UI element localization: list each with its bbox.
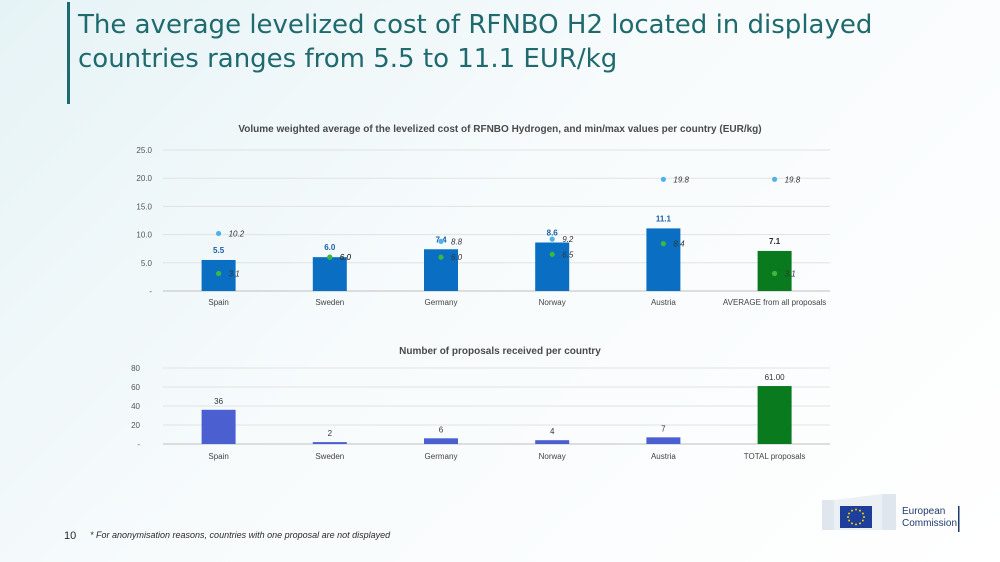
european-commission-logo bbox=[822, 494, 960, 532]
average-value-label: 11.1 bbox=[656, 214, 672, 223]
proposals-chart-title: Number of proposals received per country bbox=[399, 346, 601, 357]
min-value-label: 6.0 bbox=[340, 253, 352, 262]
bar-proposals bbox=[757, 386, 792, 444]
y-tick-label: 20.0 bbox=[136, 174, 152, 183]
proposals-value-label: 61.00 bbox=[765, 373, 786, 382]
page-number: 10 bbox=[64, 530, 77, 542]
bar-proposals bbox=[424, 438, 458, 444]
x-category-label: Sweden bbox=[315, 452, 344, 461]
y-tick-label: 20 bbox=[131, 421, 140, 430]
min-value-label: 3.1 bbox=[229, 270, 240, 279]
max-value-label: 19.8 bbox=[785, 175, 801, 184]
x-category-label: Austria bbox=[651, 298, 676, 307]
min-value-label: 8.4 bbox=[673, 240, 685, 249]
x-category-label: Spain bbox=[208, 298, 228, 307]
average-value-label: 7.1 bbox=[769, 237, 781, 246]
max-point bbox=[438, 238, 444, 244]
bar-proposals bbox=[535, 440, 570, 444]
min-point bbox=[660, 241, 667, 247]
proposals-chart: - 20 40 60 80 36 Spain 2 Sweden 6 Germany 4 Norway 7 A… bbox=[131, 364, 831, 461]
logo-text: European Commission bbox=[902, 506, 957, 530]
average-value-label: 8.6 bbox=[547, 228, 559, 237]
x-category-label: Norway bbox=[539, 452, 566, 461]
x-category-label: Germany bbox=[425, 452, 458, 461]
max-value-label: 9.2 bbox=[562, 235, 574, 244]
cost-chart-title: Volume weighted average of the levelized… bbox=[238, 124, 762, 135]
y-tick-label: - bbox=[137, 440, 140, 449]
footnote: * For anonymisation reasons, countries w… bbox=[90, 530, 391, 540]
y-tick-label: 5.0 bbox=[141, 259, 153, 268]
max-point bbox=[549, 236, 555, 242]
x-category-label: AVERAGE from all proposals bbox=[723, 298, 826, 307]
x-category-label: Germany bbox=[425, 298, 458, 307]
x-category-label: TOTAL proposals bbox=[744, 452, 806, 461]
proposals-value-label: 7 bbox=[661, 424, 666, 433]
min-value-label: 3.1 bbox=[785, 270, 796, 279]
y-tick-label: - bbox=[149, 287, 152, 296]
x-category-label: Sweden bbox=[315, 298, 344, 307]
max-value-label: 6.0 bbox=[340, 253, 352, 262]
min-point bbox=[327, 254, 333, 260]
bar-proposals bbox=[312, 442, 347, 444]
y-tick-label: 40 bbox=[131, 402, 140, 411]
proposals-value-label: 6 bbox=[439, 425, 444, 434]
y-tick-label: 60 bbox=[131, 383, 140, 392]
cost-chart: - 5.0 10.0 15.0 20.0 25.0 5.5 10.2 3.1 Spain 6.0 6.… bbox=[136, 146, 831, 307]
bar-average bbox=[646, 228, 681, 291]
y-tick-label: 10.0 bbox=[136, 231, 152, 240]
y-tick-label: 80 bbox=[131, 364, 140, 373]
min-point bbox=[549, 251, 555, 257]
bar-average bbox=[312, 257, 347, 291]
proposals-value-label: 36 bbox=[214, 397, 223, 406]
min-point bbox=[772, 270, 778, 277]
title-accent-bar bbox=[67, 2, 70, 104]
proposals-value-label: 2 bbox=[328, 429, 333, 438]
max-value-label: 8.8 bbox=[451, 237, 463, 246]
slide-title: The average levelized cost of RFNBO H2 l… bbox=[78, 10, 873, 74]
proposals-value-label: 4 bbox=[550, 427, 555, 436]
x-category-label: Austria bbox=[651, 452, 676, 461]
average-value-label: 6.0 bbox=[324, 243, 336, 252]
min-point bbox=[438, 254, 444, 260]
bar-proposals bbox=[646, 437, 681, 444]
bar-proposals bbox=[201, 409, 236, 444]
max-value-label: 10.2 bbox=[229, 229, 245, 238]
max-point bbox=[660, 176, 667, 182]
max-point bbox=[216, 230, 222, 237]
logo-text-line1: European bbox=[902, 506, 946, 517]
y-tick-label: 15.0 bbox=[136, 202, 152, 211]
min-point bbox=[216, 270, 222, 277]
max-point bbox=[772, 176, 778, 182]
x-category-label: Norway bbox=[539, 298, 566, 307]
x-category-label: Spain bbox=[208, 452, 228, 461]
min-value-label: 6.0 bbox=[451, 253, 463, 262]
logo-text-line2: Commission bbox=[902, 518, 958, 529]
y-tick-label: 25.0 bbox=[136, 146, 152, 155]
max-value-label: 19.8 bbox=[673, 175, 689, 184]
average-value-label: 5.5 bbox=[213, 246, 225, 255]
bar-average bbox=[535, 242, 570, 291]
min-value-label: 6.5 bbox=[562, 250, 574, 259]
